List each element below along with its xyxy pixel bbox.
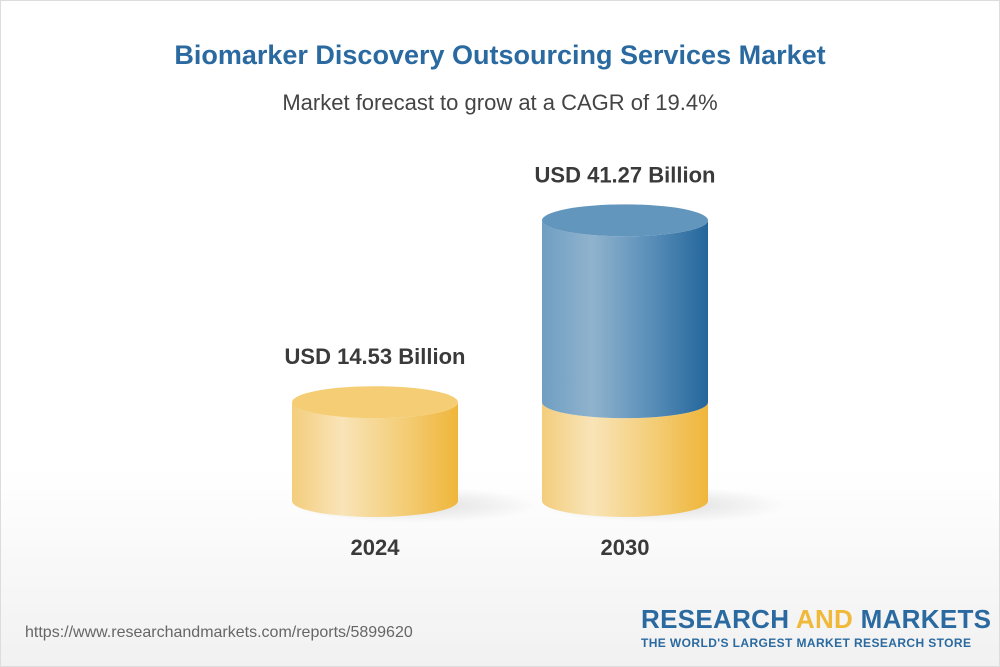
cylinder-growth-segment-2030 xyxy=(542,220,708,419)
data-label-2030: USD 41.27 Billion xyxy=(535,162,716,187)
chart-subtitle: Market forecast to grow at a CAGR of 19.… xyxy=(282,90,718,115)
cylinder-chart: USD 14.53 Billion 2024 USD 41.27 Billion 20… xyxy=(285,162,788,560)
data-label-2024: USD 14.53 Billion xyxy=(285,344,466,369)
cylinder-base-segment-2024 xyxy=(292,402,458,517)
chart-title: Biomarker Discovery Outsourcing Services… xyxy=(174,40,826,70)
report-url[interactable]: https://www.researchandmarkets.com/repor… xyxy=(25,624,413,641)
cylinder-base-segment-2030 xyxy=(542,402,708,517)
cylinder-top-2024 xyxy=(292,386,458,419)
cylinder-top-2030 xyxy=(542,204,708,237)
category-label-2024: 2024 xyxy=(351,535,401,560)
category-label-2030: 2030 xyxy=(601,535,650,560)
research-and-markets-logo: RESEARCH AND MARKETS THE WORLD'S LARGEST… xyxy=(641,604,992,650)
